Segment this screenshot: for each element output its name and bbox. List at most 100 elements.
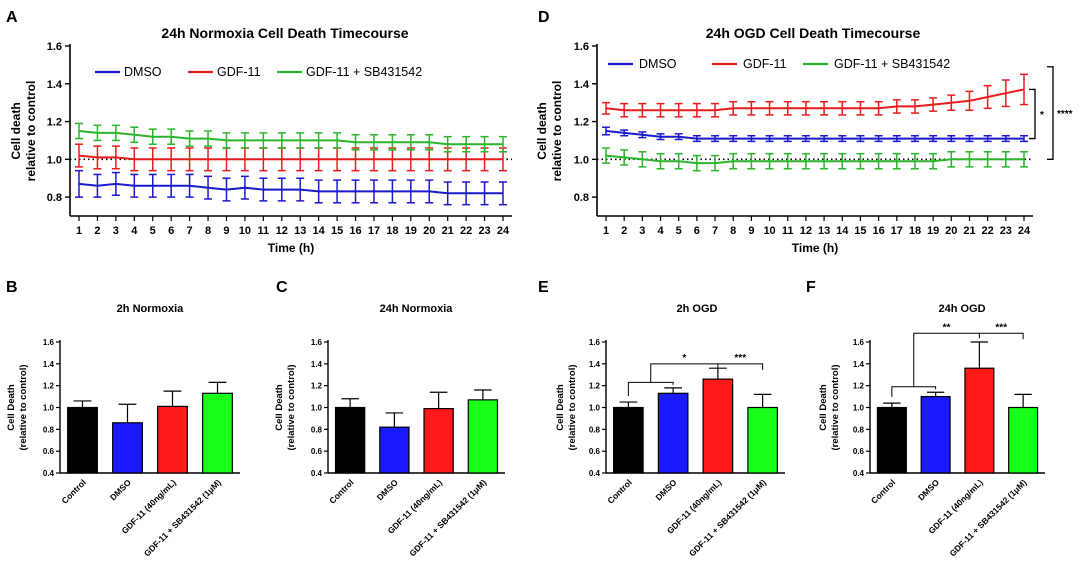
panel-f-24h-ogd-bars: F 24h OGD 0.4 0.6 0.8 1.0 1.2 1.4 1.6 Cell Death(… [806, 279, 1045, 558]
x-tick-label: 9 [748, 225, 754, 237]
panel-letter: D [538, 9, 550, 26]
significance-label: ** [943, 322, 951, 333]
y-axis-title: Cell Death [6, 384, 17, 431]
series-dmso [75, 169, 507, 206]
category-label: DMSO [916, 477, 941, 502]
chart-title: 24h Normoxia Cell Death Timecourse [161, 25, 408, 41]
chart-title: 24h OGD Cell Death Timecourse [706, 25, 921, 41]
series-line [605, 154, 1024, 165]
y-tick-label: 0.4 [311, 469, 323, 478]
bar [67, 406, 98, 474]
x-tick-label: 16 [349, 225, 361, 237]
x-tick-label: 5 [676, 225, 682, 237]
y-tick-label: 1.0 [589, 404, 601, 413]
category-label: Control [605, 477, 633, 505]
x-tick-label: 2 [94, 225, 100, 237]
legend-label: DMSO [639, 57, 677, 71]
bar [702, 378, 734, 474]
significance-label: *** [995, 322, 1007, 333]
y-tick-label: 0.8 [853, 425, 865, 434]
series-dmso [602, 126, 1028, 143]
y-tick-label: 1.0 [574, 154, 589, 166]
legend-label: GDF-11 [217, 65, 261, 79]
y-axis-title: Cell death [535, 102, 549, 159]
y-axis-title: relative to control [550, 81, 564, 182]
y-axis-title: Cell Death [274, 384, 285, 431]
legend-label: DMSO [124, 65, 162, 79]
x-tick-label: 3 [113, 225, 119, 237]
x-tick-label: 8 [730, 225, 736, 237]
x-tick-label: 20 [423, 225, 435, 237]
significance-bracket [1029, 88, 1036, 140]
chart-title: 2h Normoxia [117, 303, 185, 315]
x-tick-label: 8 [205, 225, 211, 237]
bar [747, 406, 778, 474]
x-tick-label: 19 [405, 225, 417, 237]
y-tick-label: 1.2 [311, 382, 323, 391]
y-tick-label: 1.4 [43, 360, 55, 369]
category-label: Control [327, 477, 355, 505]
y-tick-label: 1.6 [853, 338, 865, 347]
bar [964, 367, 995, 474]
panel-e-2h-ogd-bars: E 2h OGD 0.4 0.6 0.8 1.0 1.2 1.4 1.6 Cell Death (r… [538, 279, 785, 558]
y-tick-label: 1.4 [47, 79, 63, 91]
category-label: DMSO [653, 477, 678, 502]
x-tick-label: 11 [258, 225, 270, 237]
significance-label: **** [1057, 109, 1073, 120]
x-tick-label: 17 [891, 225, 903, 237]
legend-label: GDF-11 + SB431542 [306, 65, 422, 79]
y-tick-label: 1.0 [311, 404, 323, 413]
x-tick-label: 21 [963, 225, 975, 237]
x-tick-label: 10 [763, 225, 775, 237]
series-line [78, 154, 503, 161]
bar [112, 422, 143, 474]
bar [202, 392, 233, 474]
y-axis-title: Cell Death [818, 384, 829, 431]
panel-d-ogd-timecourse: D 24h OGD Cell Death Timecourse 0.8 1.0 1.2 1… [535, 9, 1073, 255]
x-tick-label: 1 [76, 225, 82, 237]
x-tick-label: 9 [223, 225, 229, 237]
y-axis-title: Cell Death [555, 384, 566, 431]
x-tick-label: 13 [294, 225, 306, 237]
series-gdf-11-sb431542 [75, 122, 507, 153]
chart-title: 24h Normoxia [380, 303, 454, 315]
y-tick-label: 0.6 [589, 447, 601, 456]
legend-label: GDF-11 + SB431542 [834, 57, 950, 71]
y-tick-label: 1.2 [574, 117, 589, 129]
significance-label: * [682, 353, 686, 364]
y-tick-label: 0.8 [311, 425, 323, 434]
x-tick-label: 4 [657, 225, 664, 237]
panel-letter: C [276, 279, 288, 296]
x-tick-label: 18 [909, 225, 921, 237]
y-tick-label: 1.4 [311, 360, 323, 369]
x-tick-label: 4 [131, 225, 138, 237]
significance-bracket [650, 363, 719, 383]
x-tick-label: 17 [368, 225, 380, 237]
y-tick-label: 0.6 [43, 447, 55, 456]
x-tick-label: 15 [331, 225, 343, 237]
x-tick-label: 15 [854, 225, 866, 237]
y-tick-label: 1.2 [853, 382, 865, 391]
series-line [605, 88, 1025, 112]
x-tick-label: 3 [639, 225, 645, 237]
x-tick-label: 19 [927, 225, 939, 237]
significance-bracket [717, 363, 764, 370]
y-tick-label: 0.8 [574, 192, 589, 204]
bar [1008, 406, 1039, 474]
panel-c-24h-normoxia-bars: C 24h Normoxia 0.4 0.6 0.8 1.0 1.2 1.4 1.6 Cell D… [274, 279, 505, 558]
x-tick-label: 16 [872, 225, 884, 237]
y-tick-label: 1.6 [43, 338, 55, 347]
category-label: GDF-11 + SB431542 (1μM) [407, 477, 488, 558]
y-tick-label: 0.4 [43, 469, 55, 478]
x-axis-title: Time (h) [792, 241, 838, 255]
x-axis-title: Time (h) [268, 241, 314, 255]
y-tick-label: 0.4 [589, 469, 601, 478]
x-tick-label: 21 [442, 225, 454, 237]
panel-a-normoxia-timecourse: A 24h Normoxia Cell Death Timecourse 0.8 1.… [6, 9, 512, 255]
bar [467, 399, 499, 474]
panel-b-2h-normoxia-bars: B 2h Normoxia 0.4 0.6 0.8 1.0 1.2 1.4 1.6 Cell De… [6, 279, 240, 558]
panel-letter: F [806, 279, 816, 296]
y-tick-label: 1.4 [589, 360, 601, 369]
series-line [605, 130, 1024, 140]
y-tick-label: 1.6 [311, 338, 323, 347]
